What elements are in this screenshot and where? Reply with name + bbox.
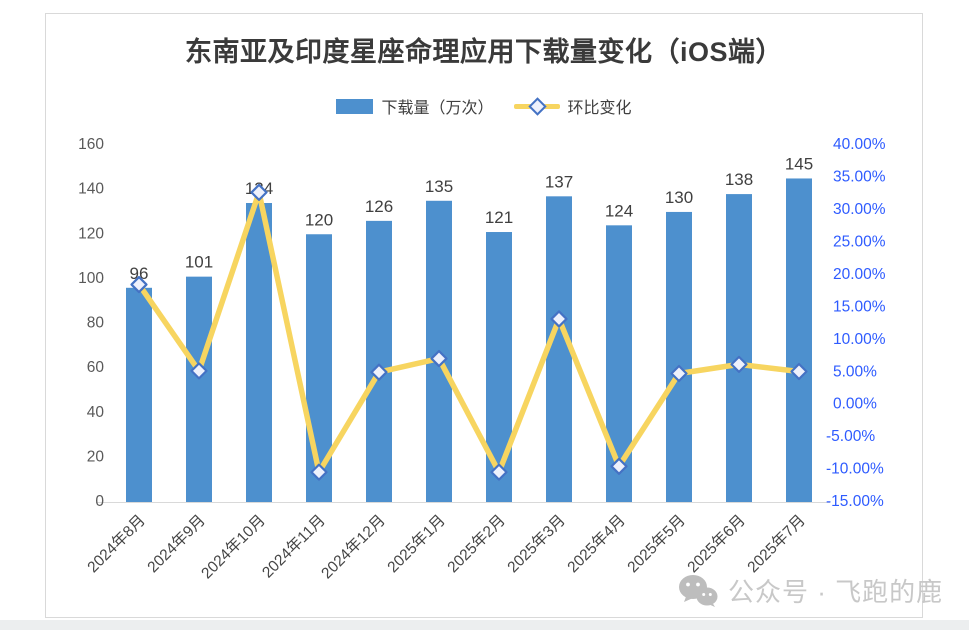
x-axis-label: 2024年12月 bbox=[318, 511, 389, 582]
right-axis-tick: 5.00% bbox=[833, 363, 877, 380]
right-axis-tick: 20.00% bbox=[833, 266, 886, 283]
x-axis-label: 2025年7月 bbox=[744, 511, 809, 576]
bar bbox=[246, 203, 272, 502]
watermark-text: 公众号 · 飞跑的鹿 bbox=[728, 577, 944, 607]
right-axis-tick: 25.00% bbox=[833, 233, 886, 250]
bar bbox=[186, 276, 212, 502]
bar-value-label: 96 bbox=[130, 264, 149, 283]
right-axis-tick: 0.00% bbox=[833, 396, 877, 413]
x-axis-label: 2024年10月 bbox=[198, 511, 269, 582]
bar-value-label: 120 bbox=[305, 210, 333, 229]
diamond-marker-icon bbox=[430, 349, 448, 368]
combo-chart-plot: 160 140 120 100 80 60 40 20 0 40.00% 35.00% 30.00% 2… bbox=[78, 136, 886, 582]
bar-value-label: 101 bbox=[185, 253, 213, 272]
x-axis-label: 2025年3月 bbox=[504, 511, 569, 576]
line-series-swatch bbox=[513, 97, 560, 116]
x-axis-label: 2024年8月 bbox=[84, 511, 149, 576]
watermark: 公众号 · 飞跑的鹿 bbox=[678, 572, 943, 609]
legend-item-downloads: 下载量（万次） bbox=[336, 94, 494, 118]
x-axis-label: 2025年6月 bbox=[684, 511, 749, 576]
diamond-marker-icon bbox=[130, 275, 148, 294]
bar bbox=[486, 232, 512, 503]
chart-title: 东南亚及印度星座命理应用下载量变化（iOS端） bbox=[184, 37, 783, 67]
bar-series-swatch bbox=[336, 98, 374, 114]
bar bbox=[546, 196, 572, 502]
bar bbox=[366, 220, 392, 503]
bar-value-label: 135 bbox=[425, 177, 453, 196]
x-axis-label: 2025年4月 bbox=[564, 511, 629, 576]
x-axis-label: 2024年9月 bbox=[144, 511, 209, 576]
bar bbox=[666, 211, 692, 502]
diamond-marker-icon bbox=[370, 363, 388, 381]
diamond-marker-icon bbox=[250, 183, 268, 201]
x-axis-label: 2025年1月 bbox=[384, 511, 449, 576]
x-axis-label: 2025年5月 bbox=[624, 511, 689, 576]
bar-value-label: 130 bbox=[665, 188, 693, 207]
x-axis-label: 2025年2月 bbox=[444, 511, 509, 576]
bar bbox=[726, 194, 752, 502]
bar-value-label: 124 bbox=[605, 201, 633, 220]
left-axis-tick: 140 bbox=[78, 181, 104, 198]
left-axis-tick: 100 bbox=[78, 270, 104, 287]
bar-value-label: 138 bbox=[725, 170, 753, 189]
left-axis-tick: 60 bbox=[87, 359, 105, 376]
left-axis-tick: 120 bbox=[78, 225, 104, 242]
right-axis-tick: 15.00% bbox=[833, 298, 886, 315]
bar bbox=[126, 287, 152, 502]
diamond-marker-icon bbox=[730, 355, 748, 373]
chart-card: 东南亚及印度星座命理应用下载量变化（iOS端） 下载量（万次） 环比变化 160… bbox=[45, 13, 942, 618]
right-axis-tick: 35.00% bbox=[833, 169, 886, 186]
right-axis-tick: -15.00% bbox=[826, 493, 884, 510]
legend-item-mom-change: 环比变化 bbox=[513, 94, 632, 118]
left-axis-tick: 0 bbox=[95, 493, 104, 510]
diamond-marker-icon bbox=[610, 457, 628, 475]
right-axis-tick: 30.00% bbox=[833, 201, 886, 218]
bar bbox=[786, 178, 812, 502]
bar-value-label: 145 bbox=[785, 154, 813, 173]
left-axis-tick: 80 bbox=[87, 315, 105, 332]
bar-value-label: 121 bbox=[485, 208, 513, 227]
mom-change-line bbox=[136, 189, 802, 475]
legend-label-mom-change: 环比变化 bbox=[567, 100, 632, 117]
right-axis-tick: -5.00% bbox=[826, 428, 875, 445]
diamond-marker-icon bbox=[670, 364, 688, 383]
bar-value-label: 126 bbox=[365, 197, 393, 216]
right-axis-tick: -10.00% bbox=[826, 461, 884, 478]
right-axis-tick: 10.00% bbox=[833, 331, 886, 348]
bar-value-label: 137 bbox=[545, 172, 573, 191]
legend-label-downloads: 下载量（万次） bbox=[381, 100, 494, 117]
chart-legend: 下载量（万次） 环比变化 bbox=[46, 94, 922, 118]
left-axis-tick: 40 bbox=[87, 404, 105, 421]
left-axis-tick: 160 bbox=[78, 136, 104, 153]
diamond-marker-icon bbox=[310, 463, 328, 481]
left-axis-tick: 20 bbox=[87, 448, 105, 465]
right-axis-tick: 40.00% bbox=[833, 136, 886, 153]
diamond-marker-icon bbox=[790, 362, 808, 381]
footer-strip bbox=[0, 620, 969, 630]
diamond-marker-icon bbox=[550, 310, 568, 328]
diamond-marker-icon bbox=[190, 362, 208, 380]
wechat-icon bbox=[679, 574, 718, 607]
diamond-marker-icon bbox=[490, 463, 508, 481]
